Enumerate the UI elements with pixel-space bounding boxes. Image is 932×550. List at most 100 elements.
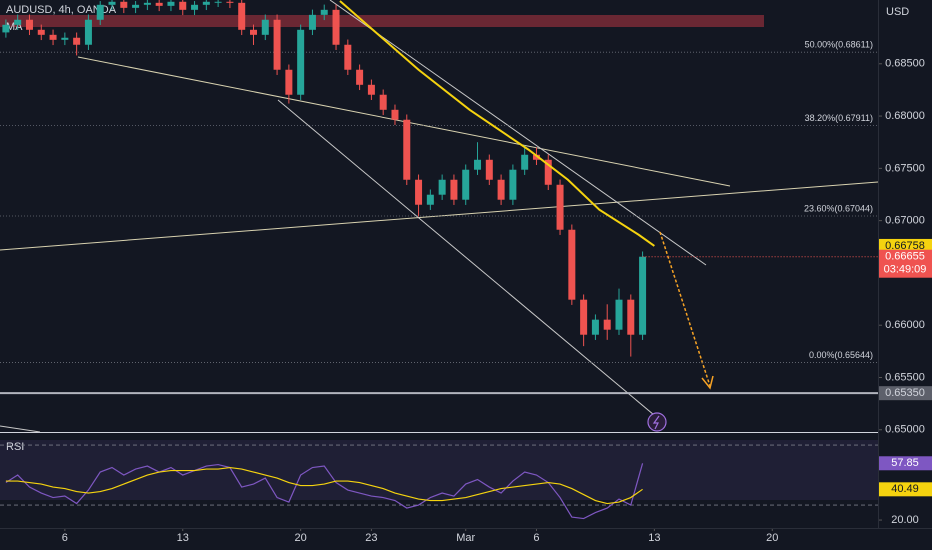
- x-tick-label: 20: [295, 532, 307, 544]
- candle-body: [96, 4, 104, 20]
- ma-price-tag-label: 0.66758: [885, 240, 925, 252]
- candle-body: [167, 1, 175, 6]
- candle-body: [580, 299, 588, 335]
- candle-body: [143, 2, 151, 5]
- candle-body: [438, 179, 446, 195]
- support-tag: [878, 386, 932, 401]
- x-tick-label: 13: [177, 532, 189, 544]
- currency-label: USD: [886, 6, 909, 18]
- candle-body: [226, 1, 234, 3]
- fib-level-label: 38.20%(0.67911): [805, 113, 873, 123]
- rsi-title: RSI: [6, 441, 24, 453]
- channel-line: [277, 99, 661, 421]
- y-tick-label: 0.65500: [885, 371, 925, 383]
- candle-body: [2, 24, 10, 33]
- channel-line: [329, 0, 707, 266]
- candle-body: [132, 4, 140, 8]
- candle-body: [37, 29, 45, 35]
- x-tick-label: 6: [62, 532, 68, 544]
- x-tick-label: Mar: [456, 532, 475, 544]
- candle-body: [415, 179, 423, 205]
- candle-body: [615, 299, 623, 330]
- candle-body: [202, 1, 210, 5]
- candle-body: [73, 37, 81, 45]
- rsi-line: [5, 463, 644, 520]
- candle-body: [320, 9, 328, 15]
- fib-level-label: 50.00%(0.68611): [805, 40, 873, 50]
- y-tick-label: 0.68500: [885, 58, 925, 70]
- candle-body: [544, 159, 552, 185]
- candle-body: [14, 19, 22, 25]
- last-price-tag: [878, 249, 932, 278]
- fib-level-label: 23.60%(0.67044): [804, 203, 873, 213]
- candle-body: [308, 14, 316, 30]
- y-tick-label: 0.66000: [885, 319, 925, 331]
- candle-body: [285, 69, 293, 95]
- candle-body: [273, 19, 281, 70]
- ma-price-tag: [878, 238, 932, 253]
- y-tick-label: 0.68000: [885, 110, 925, 122]
- y-tick-label: 0.67500: [885, 162, 925, 174]
- rsi-ma-tag-label: 40.49: [891, 483, 919, 495]
- countdown-label: 03:49:09: [884, 264, 927, 276]
- alert-icon-glyph: [652, 415, 660, 430]
- fib-level-label: 0.00%(0.65644): [809, 350, 873, 360]
- candle-body: [155, 2, 163, 6]
- projection-arrow: [659, 231, 711, 387]
- candle-body: [379, 94, 387, 110]
- resistance-zone: [0, 15, 764, 27]
- last-price-label: 0.66655: [885, 251, 925, 263]
- candle-body: [261, 19, 269, 35]
- x-tick-label: 20: [766, 532, 778, 544]
- rsi-tag: [878, 456, 932, 471]
- candle-body: [485, 159, 493, 180]
- candle-body: [49, 34, 57, 40]
- candle-body: [120, 1, 128, 8]
- candle-body: [568, 229, 576, 300]
- candle-body: [591, 319, 599, 335]
- candle-body: [367, 84, 375, 95]
- candle-body: [627, 299, 635, 335]
- candle-body: [603, 319, 611, 330]
- candle-body: [474, 159, 482, 170]
- candle-body: [497, 179, 505, 200]
- candle-body: [84, 19, 92, 45]
- candle-body: [450, 179, 458, 200]
- rsi-y-tick-label: 20.00: [891, 514, 919, 526]
- symbol-title: AUDUSD, 4h, OANDA: [6, 4, 117, 16]
- candle-body: [639, 256, 647, 335]
- candle-body: [462, 169, 470, 200]
- x-tick-label: 23: [365, 532, 377, 544]
- x-tick-label: 6: [533, 532, 539, 544]
- candle-body: [214, 1, 222, 3]
- rsi-tag-label: 57.85: [891, 457, 919, 469]
- x-tick-label: 13: [648, 532, 660, 544]
- rsi-ma-tag: [878, 482, 932, 497]
- candle-body: [297, 29, 305, 95]
- candle-body: [108, 1, 116, 5]
- candle-body: [403, 119, 411, 180]
- candle-body: [556, 184, 564, 230]
- candle-body: [344, 44, 352, 70]
- arrow-head: [701, 375, 714, 390]
- support-tag-label: 0.65350: [885, 387, 925, 399]
- candle-body: [332, 9, 340, 45]
- y-tick-label: 0.67000: [885, 215, 925, 227]
- alert-icon[interactable]: [647, 412, 667, 432]
- candle-body: [391, 109, 399, 120]
- candle-body: [179, 1, 187, 10]
- channel-line: [0, 425, 41, 433]
- ma-line: [339, 0, 655, 247]
- candle-body: [25, 19, 33, 30]
- candle-body: [238, 2, 246, 30]
- candle-body: [509, 169, 517, 200]
- candle-body: [426, 194, 434, 205]
- candle-body: [532, 154, 540, 160]
- candle-body: [191, 4, 199, 10]
- candle-body: [356, 69, 364, 85]
- rsi-ma-line: [5, 466, 643, 505]
